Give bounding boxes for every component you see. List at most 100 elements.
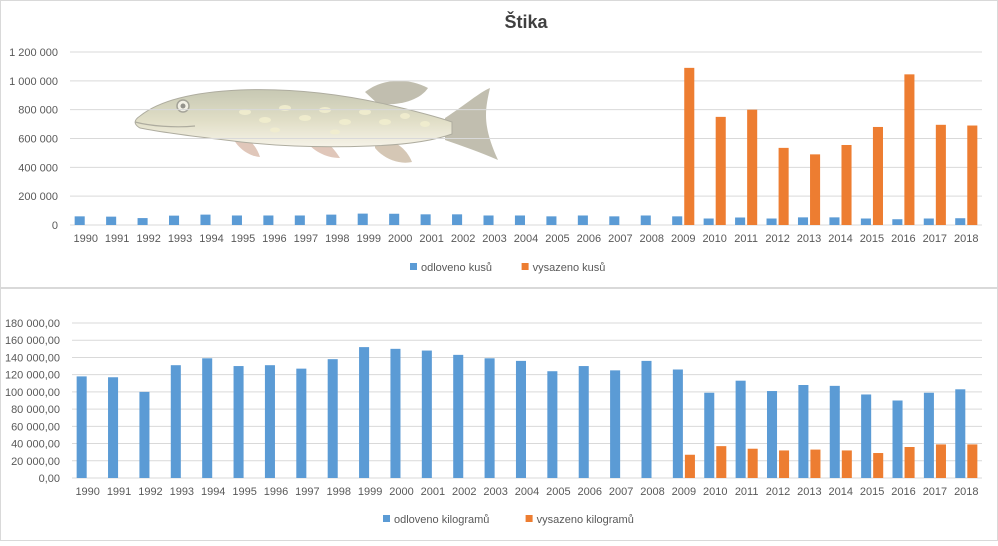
- legend-label: odloveno kilogramů: [394, 514, 489, 526]
- bar-odloveno-kusů-2004: [514, 215, 525, 225]
- x-tick-label: 2005: [545, 233, 569, 245]
- bar-odloveno-kilogramů-2009: [672, 369, 683, 478]
- y-tick-label: 80 000,00: [11, 404, 60, 416]
- chart-title: Štika: [504, 11, 548, 32]
- x-tick-label: 2010: [702, 233, 726, 245]
- bar-vysazeno-kilogramů-2017: [935, 444, 946, 478]
- x-tick-label: 2004: [515, 486, 539, 498]
- x-tick-label: 2011: [734, 233, 758, 245]
- y-tick-label: 600 000: [18, 134, 58, 146]
- bar-vysazeno-kilogramů-2015: [873, 453, 884, 478]
- bar-odloveno-kilogramů-1991: [108, 377, 119, 478]
- legend-label: vysazeno kilogramů: [537, 514, 634, 526]
- bar-vysazeno-kilogramů-2016: [904, 447, 915, 478]
- bar-odloveno-kilogramů-2017: [923, 392, 934, 478]
- bar-odloveno-kilogramů-2010: [704, 392, 715, 478]
- x-tick-label: 1998: [325, 233, 349, 245]
- bar-odloveno-kilogramů-2003: [484, 358, 495, 478]
- legend-label: vysazeno kusů: [533, 262, 606, 274]
- bar-odloveno-kusů-1992: [137, 218, 148, 225]
- fish-dorsal-fin: [365, 80, 428, 105]
- bar-odloveno-kilogramů-2000: [390, 348, 401, 478]
- y-tick-label: 1 200 000: [9, 47, 58, 59]
- bar-vysazeno-kusů-2017: [935, 124, 946, 225]
- bar-vysazeno-kusů-2016: [904, 74, 915, 226]
- bar-odloveno-kusů-2005: [546, 216, 557, 225]
- bar-odloveno-kilogramů-2015: [861, 394, 872, 478]
- bar-odloveno-kilogramů-2002: [453, 354, 464, 478]
- bar-odloveno-kilogramů-1990: [76, 376, 87, 478]
- x-tick-label: 2001: [421, 486, 445, 498]
- bar-odloveno-kusů-2006: [577, 215, 588, 225]
- bar-odloveno-kilogramů-2018: [955, 389, 966, 478]
- x-tick-label: 1997: [294, 233, 318, 245]
- bar-odloveno-kusů-2016: [892, 219, 903, 225]
- bar-vysazeno-kusů-2011: [747, 109, 758, 225]
- bar-odloveno-kilogramů-2005: [547, 371, 558, 478]
- y-tick-label: 40 000,00: [11, 439, 60, 451]
- bar-odloveno-kusů-2011: [735, 217, 746, 225]
- x-tick-label: 2007: [608, 233, 632, 245]
- bar-odloveno-kilogramů-1997: [296, 368, 307, 478]
- x-tick-label: 2004: [514, 233, 538, 245]
- bar-vysazeno-kusů-2015: [872, 126, 883, 225]
- x-tick-label: 1991: [107, 486, 131, 498]
- bar-odloveno-kusů-1996: [263, 215, 274, 225]
- bar-odloveno-kilogramů-2013: [798, 385, 809, 478]
- x-tick-label: 2003: [483, 486, 507, 498]
- bar-odloveno-kusů-1991: [106, 216, 117, 225]
- legend-swatch: [410, 263, 417, 270]
- x-tick-label: 2014: [828, 233, 852, 245]
- bar-vysazeno-kilogramů-2018: [967, 444, 978, 478]
- bar-odloveno-kusů-2001: [420, 214, 431, 225]
- x-tick-label: 1996: [262, 233, 286, 245]
- x-tick-label: 2008: [640, 233, 664, 245]
- x-tick-label: 2013: [797, 233, 821, 245]
- bar-odloveno-kilogramů-2006: [578, 366, 589, 478]
- x-tick-label: 1998: [326, 486, 350, 498]
- bar-odloveno-kilogramů-2007: [610, 370, 621, 478]
- bar-vysazeno-kilogramů-2013: [810, 449, 821, 478]
- legend-swatch: [525, 515, 533, 522]
- bar-odloveno-kusů-1997: [294, 215, 305, 225]
- bar-vysazeno-kusů-2009: [684, 67, 695, 225]
- bar-odloveno-kilogramů-1994: [202, 358, 213, 478]
- x-tick-label: 1991: [105, 233, 129, 245]
- x-tick-label: 2018: [954, 486, 978, 498]
- x-tick-label: 2015: [860, 486, 884, 498]
- legend-swatch: [383, 515, 390, 522]
- x-tick-label: 2007: [609, 486, 633, 498]
- x-tick-label: 1992: [136, 233, 160, 245]
- x-tick-label: 2013: [797, 486, 821, 498]
- bar-odloveno-kusů-2002: [452, 214, 463, 225]
- y-tick-label: 0: [52, 220, 58, 232]
- bar-odloveno-kilogramů-2001: [421, 350, 432, 478]
- bar-odloveno-kilogramů-2004: [515, 360, 526, 478]
- x-tick-label: 2002: [451, 233, 475, 245]
- bar-vysazeno-kilogramů-2011: [747, 448, 758, 478]
- bar-vysazeno-kusů-2010: [715, 116, 726, 225]
- legend-swatch: [521, 263, 529, 270]
- x-tick-label: 2009: [672, 486, 696, 498]
- x-tick-label: 2006: [577, 233, 601, 245]
- bar-odloveno-kilogramů-2014: [829, 385, 840, 478]
- x-tick-label: 1993: [168, 233, 192, 245]
- pike-fish-illustration: [134, 80, 498, 163]
- x-tick-label: 1993: [170, 486, 194, 498]
- bar-vysazeno-kilogramů-2010: [716, 446, 727, 478]
- y-tick-label: 200 000: [18, 191, 58, 203]
- x-tick-label: 1995: [231, 233, 255, 245]
- fish-tail: [445, 88, 498, 160]
- x-tick-label: 2006: [578, 486, 602, 498]
- x-tick-label: 2000: [389, 486, 413, 498]
- bar-odloveno-kusů-2009: [672, 216, 683, 225]
- y-tick-label: 100 000,00: [5, 387, 60, 399]
- x-tick-label: 2002: [452, 486, 476, 498]
- x-tick-label: 1997: [295, 486, 319, 498]
- bar-odloveno-kilogramů-1993: [170, 365, 181, 478]
- bar-odloveno-kusů-1995: [231, 215, 242, 225]
- bar-odloveno-kusů-2007: [609, 216, 620, 225]
- x-tick-label: 1994: [201, 486, 225, 498]
- bar-odloveno-kilogramů-2011: [735, 380, 746, 478]
- fish-spots: [239, 105, 430, 135]
